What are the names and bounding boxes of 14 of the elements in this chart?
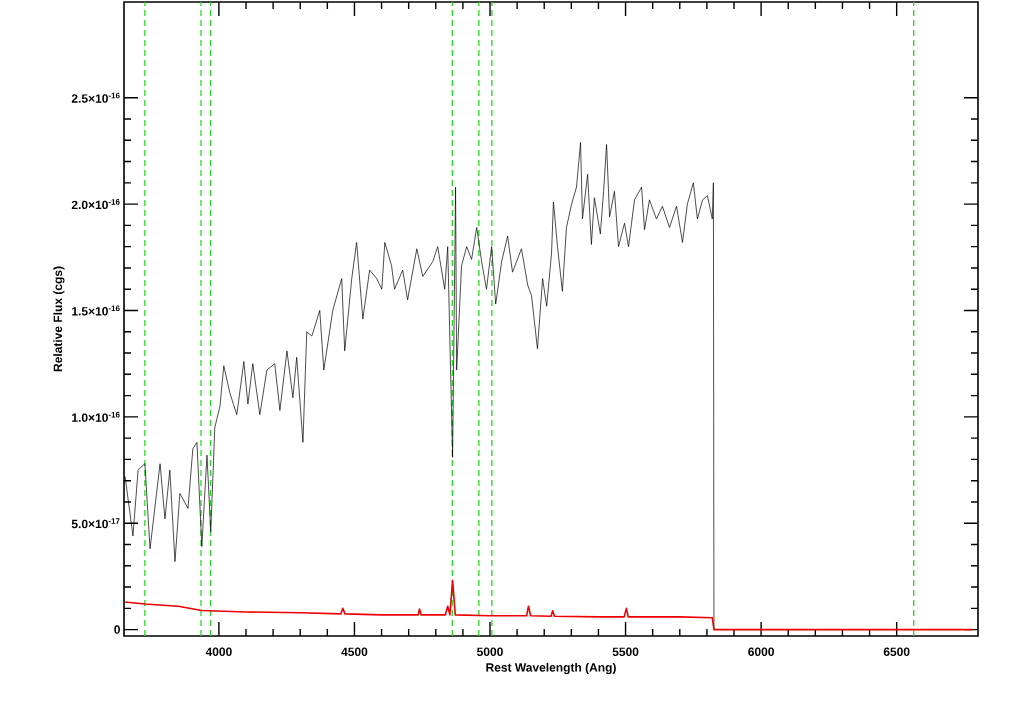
y-tick-label: 1.5×10$^{-16}$ — [72, 305, 120, 316]
y-tick-label: 2.5×10$^{-16}$ — [71, 92, 120, 103]
x-tick-label: 6000 — [748, 647, 774, 657]
x-tick-label: 4000 — [205, 647, 232, 657]
y-tick-label: 2.0×10$^{-16}$ — [71, 199, 120, 210]
x-tick-label: 5500 — [612, 647, 639, 657]
y-tick-label: 0 — [114, 625, 120, 634]
x-tick-label: 6500 — [883, 647, 910, 657]
y-tick-label: 1.0×10$^{-16}$ — [72, 411, 120, 422]
x-tick-label: 5000 — [477, 647, 503, 657]
x-tick-label: 4500 — [341, 647, 368, 657]
y-axis-title: Relative Flux (cgs) — [53, 266, 65, 372]
x-axis-title: Rest Wavelength (Ang) — [486, 662, 616, 675]
y-tick-label: 5.0×10$^{-17}$ — [71, 518, 120, 529]
